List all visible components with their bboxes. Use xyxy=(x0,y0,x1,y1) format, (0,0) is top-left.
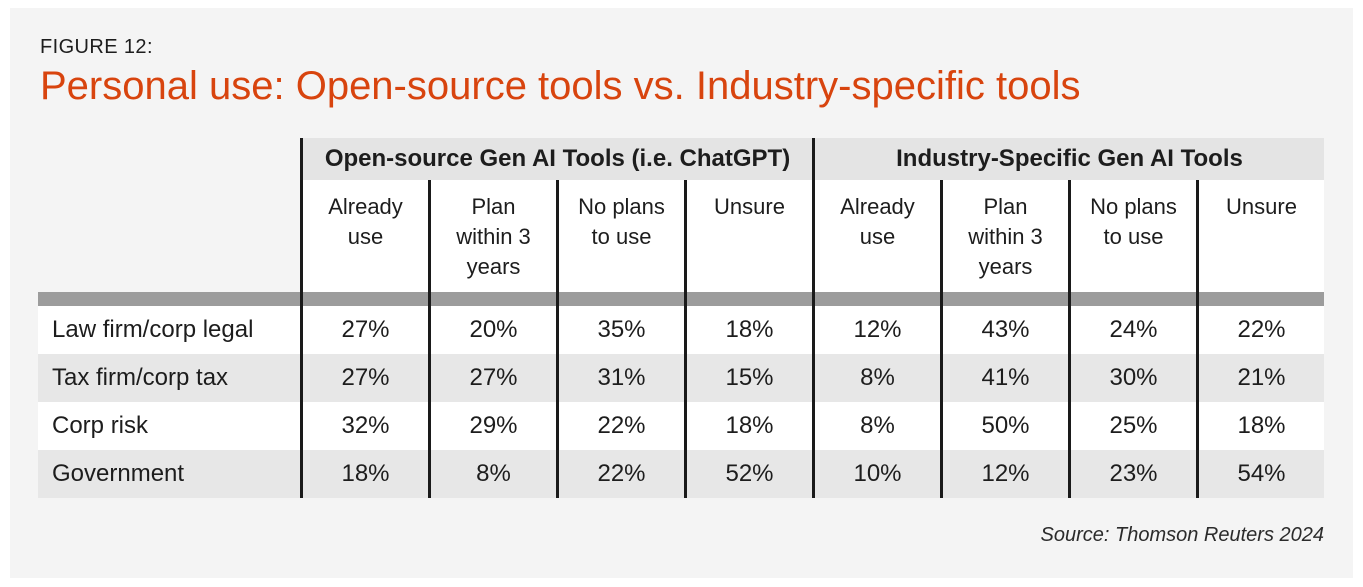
header-divider-bar xyxy=(300,292,428,306)
column-header: Already use xyxy=(812,180,940,292)
data-cell: 27% xyxy=(300,354,428,402)
data-cell: 18% xyxy=(684,306,812,354)
table-corner-spacer xyxy=(38,138,300,180)
data-cell: 10% xyxy=(812,450,940,498)
source-credit: Source: Thomson Reuters 2024 xyxy=(1040,524,1325,546)
data-cell: 30% xyxy=(1068,354,1196,402)
data-cell: 29% xyxy=(428,402,556,450)
row-label-government: Government xyxy=(38,450,300,498)
column-header: Plan within 3 years xyxy=(428,180,556,292)
header-divider-bar xyxy=(428,292,556,306)
data-table: Open-source Gen AI Tools (i.e. ChatGPT) … xyxy=(38,138,1324,498)
data-cell: 54% xyxy=(1196,450,1324,498)
column-header: No plans to use xyxy=(556,180,684,292)
header-divider-bar xyxy=(1196,292,1324,306)
data-cell: 8% xyxy=(812,402,940,450)
data-cell: 20% xyxy=(428,306,556,354)
data-cell: 8% xyxy=(812,354,940,402)
data-cell: 31% xyxy=(556,354,684,402)
row-label-corp-risk: Corp risk xyxy=(38,402,300,450)
header-divider-bar xyxy=(812,292,940,306)
data-cell: 18% xyxy=(1196,402,1324,450)
row-label-law-firm: Law firm/corp legal xyxy=(38,306,300,354)
data-cell: 23% xyxy=(1068,450,1196,498)
data-cell: 15% xyxy=(684,354,812,402)
figure-title: Personal use: Open-source tools vs. Indu… xyxy=(40,64,1081,108)
header-divider-bar xyxy=(684,292,812,306)
data-cell: 32% xyxy=(300,402,428,450)
data-cell: 12% xyxy=(812,306,940,354)
table-corner-spacer xyxy=(38,180,300,292)
group-header-industry-specific: Industry-Specific Gen AI Tools xyxy=(812,138,1324,180)
data-cell: 35% xyxy=(556,306,684,354)
data-cell: 21% xyxy=(1196,354,1324,402)
header-divider-bar xyxy=(38,292,300,306)
header-divider-bar xyxy=(940,292,1068,306)
data-cell: 52% xyxy=(684,450,812,498)
data-cell: 24% xyxy=(1068,306,1196,354)
data-cell: 22% xyxy=(556,402,684,450)
data-cell: 27% xyxy=(428,354,556,402)
header-divider-bar xyxy=(1068,292,1196,306)
data-cell: 22% xyxy=(1196,306,1324,354)
data-cell: 22% xyxy=(556,450,684,498)
data-cell: 50% xyxy=(940,402,1068,450)
figure-number-label: FIGURE 12: xyxy=(40,36,153,58)
data-cell: 43% xyxy=(940,306,1068,354)
column-header: Already use xyxy=(300,180,428,292)
column-header: Unsure xyxy=(684,180,812,292)
column-header: No plans to use xyxy=(1068,180,1196,292)
data-cell: 27% xyxy=(300,306,428,354)
data-cell: 18% xyxy=(684,402,812,450)
data-cell: 18% xyxy=(300,450,428,498)
group-header-open-source: Open-source Gen AI Tools (i.e. ChatGPT) xyxy=(300,138,812,180)
row-label-tax-firm: Tax firm/corp tax xyxy=(38,354,300,402)
data-cell: 8% xyxy=(428,450,556,498)
column-header: Unsure xyxy=(1196,180,1324,292)
data-cell: 41% xyxy=(940,354,1068,402)
data-cell: 12% xyxy=(940,450,1068,498)
data-cell: 25% xyxy=(1068,402,1196,450)
column-header: Plan within 3 years xyxy=(940,180,1068,292)
header-divider-bar xyxy=(556,292,684,306)
figure-panel: FIGURE 12: Personal use: Open-source too… xyxy=(10,8,1353,578)
